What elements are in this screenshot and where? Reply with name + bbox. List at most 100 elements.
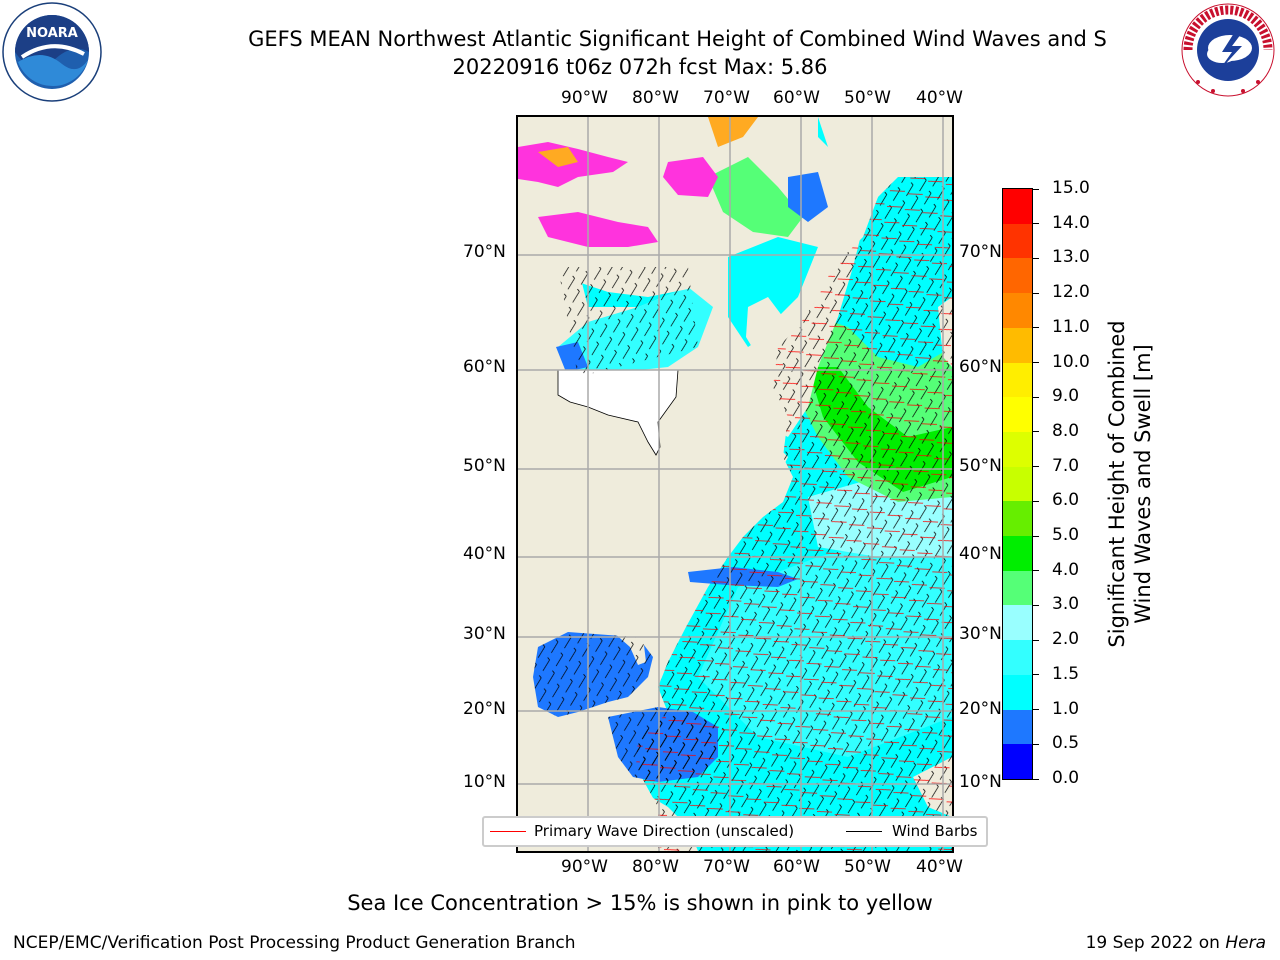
lat-label-left: 50°N (463, 456, 506, 476)
lon-label-top: 70°W (703, 88, 750, 108)
colorbar-tick-label: 3.0 (1052, 594, 1080, 615)
colorbar-title-line: Significant Height of Combined (1105, 320, 1129, 648)
colorbar-tick (1033, 778, 1039, 780)
colorbar-tick-label: 11.0 (1052, 316, 1090, 337)
lat-label-right: 30°N (959, 624, 1002, 644)
lat-label-left: 70°N (463, 242, 506, 262)
colorbar-segment (1003, 188, 1032, 224)
colorbar-tick (1033, 292, 1039, 294)
colorbar-tick-label: 13.0 (1052, 247, 1090, 268)
colorbar-tick-label: 12.0 (1052, 282, 1090, 303)
colorbar-segment (1003, 709, 1032, 745)
lat-label-right: 40°N (959, 544, 1002, 564)
colorbar-tick-label: 10.0 (1052, 351, 1090, 372)
colorbar-tick (1033, 431, 1039, 433)
colorbar-tick (1033, 257, 1039, 259)
lat-label-right: 20°N (959, 699, 1002, 719)
lat-label-right: 70°N (959, 242, 1002, 262)
lat-label-right: 60°N (959, 357, 1002, 377)
lat-label-right: 10°N (959, 772, 1002, 792)
lon-label-top: 40°W (916, 88, 963, 108)
colorbar-segment (1003, 535, 1032, 571)
colorbar-tick (1033, 709, 1039, 711)
colorbar-tick-label: 0.5 (1052, 733, 1080, 754)
colorbar-segment (1003, 570, 1032, 606)
colorbar-segment (1003, 223, 1032, 259)
colorbar-segment (1003, 674, 1032, 710)
wave-direction-swatch (490, 831, 526, 832)
noaa-logo: NOARA (2, 2, 102, 102)
sea-ice-note: Sea Ice Concentration > 15% is shown in … (347, 891, 933, 915)
chart-title: GEFS MEAN Northwest Atlantic Significant… (248, 27, 1107, 51)
lon-label-bottom: 80°W (632, 857, 679, 877)
colorbar-tick (1033, 535, 1039, 537)
colorbar-title-line: Wind Waves and Swell [m] (1131, 344, 1155, 624)
legend-wave-direction: Primary Wave Direction (unscaled) (534, 822, 795, 840)
colorbar-tick-label: 4.0 (1052, 559, 1080, 580)
colorbar-tick-label: 1.5 (1052, 663, 1080, 684)
colorbar-title: Significant Height of Combined Wind Waves… (1104, 320, 1156, 647)
lat-label-left: 60°N (463, 357, 506, 377)
lon-label-bottom: 60°W (773, 857, 820, 877)
lat-label-left: 40°N (463, 544, 506, 564)
wave-height-map (518, 117, 952, 851)
colorbar-tick-label: 6.0 (1052, 490, 1080, 511)
legend-wind-barbs: Wind Barbs (892, 822, 978, 840)
colorbar-tick (1033, 188, 1039, 190)
colorbar-segment (1003, 327, 1032, 363)
date-text: 19 Sep 2022 on (1085, 933, 1220, 953)
lon-label-bottom: 50°W (844, 857, 891, 877)
colorbar-segment (1003, 466, 1032, 502)
lon-label-top: 50°W (844, 88, 891, 108)
lon-label-top: 80°W (632, 88, 679, 108)
generation-date: 19 Sep 2022 on Hera (1086, 933, 1266, 953)
colorbar-segment (1003, 362, 1032, 398)
nws-logo (1178, 2, 1278, 98)
colorbar-tick-label: 7.0 (1052, 455, 1080, 476)
lon-label-bottom: 40°W (916, 857, 963, 877)
lat-label-left: 30°N (463, 624, 506, 644)
colorbar-tick (1033, 570, 1039, 572)
colorbar-tick (1033, 327, 1039, 329)
lon-label-bottom: 70°W (703, 857, 750, 877)
colorbar-tick (1033, 674, 1039, 676)
colorbar-tick (1033, 604, 1039, 606)
colorbar-tick-label: 15.0 (1052, 178, 1090, 198)
lon-label-top: 60°W (773, 88, 820, 108)
colorbar-tick-label: 14.0 (1052, 212, 1090, 233)
colorbar-tick (1033, 466, 1039, 468)
colorbar-segment (1003, 292, 1032, 328)
host-name: Hera (1225, 933, 1266, 953)
lon-label-bottom: 90°W (561, 857, 608, 877)
colorbar-segment (1003, 257, 1032, 294)
colorbar-segment (1003, 500, 1032, 537)
colorbar-segment (1003, 396, 1032, 432)
colorbar (1002, 188, 1033, 780)
credit-text: NCEP/EMC/Verification Post Processing Pr… (13, 933, 576, 953)
colorbar-tick-label: 5.0 (1052, 525, 1080, 546)
colorbar-tick-label: 1.0 (1052, 698, 1080, 719)
colorbar-tick (1033, 639, 1039, 641)
map-panel (516, 115, 954, 853)
colorbar-segment (1003, 604, 1032, 641)
colorbar-segment (1003, 743, 1032, 779)
lon-label-top: 90°W (561, 88, 608, 108)
colorbar-tick-label: 0.0 (1052, 768, 1080, 788)
colorbar-tick-label: 8.0 (1052, 420, 1080, 441)
lat-label-left: 10°N (463, 772, 506, 792)
colorbar-tick-label: 9.0 (1052, 386, 1080, 407)
wind-barb-swatch (846, 831, 882, 832)
colorbar-segment (1003, 639, 1032, 675)
colorbar-tick (1033, 396, 1039, 398)
colorbar-segment (1003, 431, 1032, 467)
svg-text:NOARA: NOARA (26, 26, 78, 41)
forecast-subtitle: 20220916 t06z 072h fcst Max: 5.86 (452, 55, 828, 79)
colorbar-tick-label: 2.0 (1052, 629, 1080, 650)
colorbar-tick (1033, 223, 1039, 225)
legend: Primary Wave Direction (unscaled) Wind B… (482, 816, 988, 847)
colorbar-tick (1033, 500, 1039, 502)
colorbar-tick (1033, 743, 1039, 745)
lat-label-right: 50°N (959, 456, 1002, 476)
colorbar-tick (1033, 362, 1039, 364)
lat-label-left: 20°N (463, 699, 506, 719)
